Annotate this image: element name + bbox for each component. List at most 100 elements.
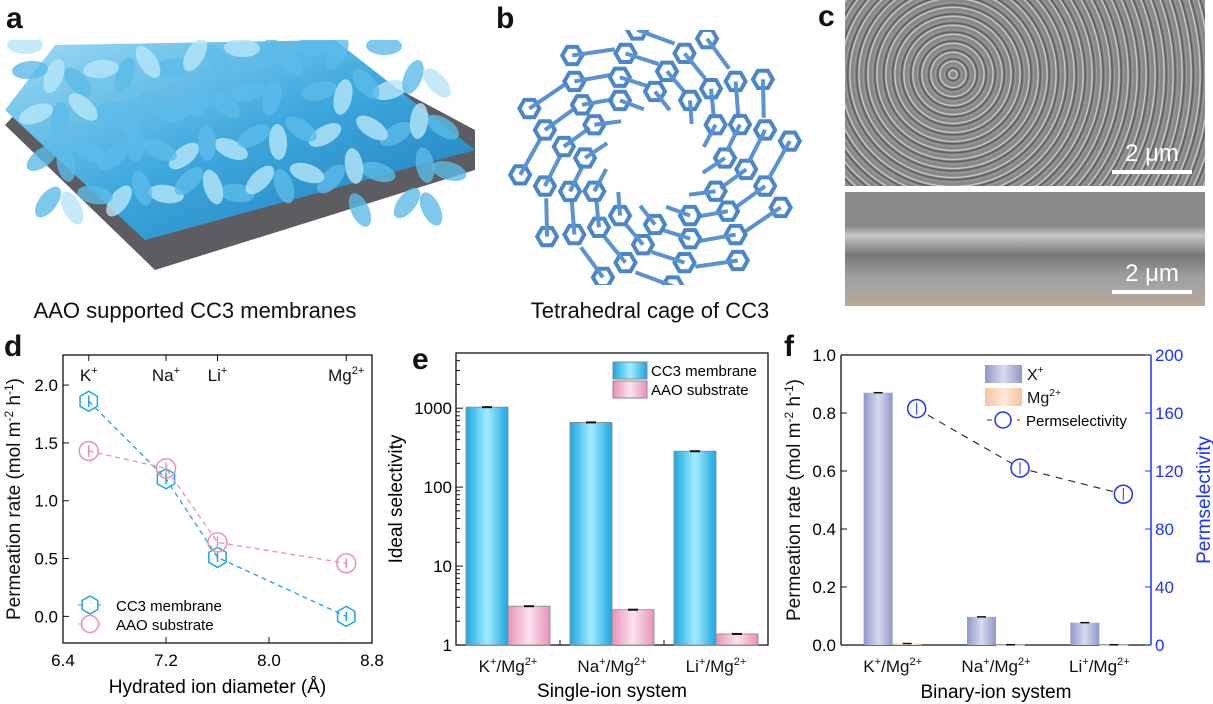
x-tick-label: 7.2 bbox=[154, 651, 178, 670]
benzene-ring bbox=[517, 97, 542, 120]
bar bbox=[1070, 622, 1100, 645]
membrane-flake bbox=[43, 58, 65, 94]
legend-marker bbox=[81, 595, 99, 615]
panel-label-a: a bbox=[6, 2, 23, 35]
x-axis-label: Hydrated ion diameter (Å) bbox=[109, 677, 327, 698]
membrane-flake bbox=[83, 59, 119, 79]
panel-label-c: c bbox=[818, 0, 835, 33]
legend-swatch bbox=[985, 365, 1022, 383]
benzene-ring bbox=[661, 275, 685, 285]
bond bbox=[724, 123, 742, 153]
benzene-ring bbox=[624, 30, 650, 41]
panel-label-b: b bbox=[496, 2, 515, 35]
bond bbox=[733, 184, 767, 210]
y-axis-label: Ideal selectivity bbox=[386, 434, 407, 563]
y-right-tick-label: 0 bbox=[1155, 636, 1164, 655]
y-tick-label: 1.5 bbox=[34, 434, 58, 453]
bond bbox=[719, 167, 748, 190]
membrane-flake bbox=[352, 69, 380, 99]
membrane-flake bbox=[50, 102, 70, 138]
bond bbox=[688, 189, 716, 197]
bond bbox=[603, 236, 628, 264]
membrane-flake bbox=[366, 40, 402, 56]
bond bbox=[688, 100, 694, 125]
benzene-ring bbox=[559, 44, 585, 67]
caption-a: AAO supported CC3 membranes bbox=[33, 298, 357, 323]
membrane-flake bbox=[89, 102, 125, 124]
bond bbox=[619, 98, 645, 112]
membrane-flake bbox=[77, 185, 113, 205]
ion-label: Li+​ bbox=[208, 365, 228, 385]
y-tick-label: 1.0 bbox=[812, 346, 836, 365]
panel-label-f: f bbox=[784, 330, 794, 363]
x-tick-label: K+​/Mg2+​ bbox=[863, 656, 922, 676]
y-tick-label: 0.6 bbox=[812, 462, 836, 481]
bond bbox=[571, 47, 616, 58]
y-tick-label: 0.0 bbox=[34, 607, 58, 626]
benzene-ring bbox=[777, 130, 803, 152]
membrane-flake bbox=[431, 161, 467, 181]
benzene-ring bbox=[582, 114, 607, 136]
panel-label-e: e bbox=[412, 343, 429, 376]
legend-label: CC3 membrane bbox=[116, 598, 222, 615]
y-tick-label: 0.5 bbox=[34, 550, 58, 569]
scale-bar-bottom: 2 μm bbox=[1112, 260, 1192, 294]
data-point-hexagon bbox=[208, 546, 227, 569]
membrane-flake bbox=[97, 143, 129, 171]
membrane-flake bbox=[12, 60, 48, 80]
membrane-flake bbox=[301, 81, 337, 101]
membrane-flake bbox=[72, 139, 106, 163]
y-tick-label: 0.2 bbox=[812, 578, 836, 597]
benzene-ring bbox=[642, 213, 668, 236]
data-point-circle bbox=[336, 552, 357, 574]
benzene-ring bbox=[562, 70, 587, 93]
y-right-tick-label: 80 bbox=[1155, 520, 1174, 539]
benzene-ring bbox=[752, 119, 778, 141]
bond bbox=[562, 126, 591, 149]
bond bbox=[518, 137, 543, 176]
benzene-ring bbox=[613, 251, 638, 274]
membrane-flake bbox=[285, 116, 317, 142]
bond bbox=[665, 204, 691, 218]
bar bbox=[967, 616, 996, 645]
membrane-flake bbox=[325, 40, 349, 70]
bond bbox=[528, 82, 567, 111]
bond bbox=[568, 163, 586, 193]
membrane-flake bbox=[210, 91, 240, 119]
membrane-flake bbox=[289, 162, 325, 184]
bond bbox=[709, 88, 716, 117]
membrane-flake bbox=[295, 40, 331, 57]
bar bbox=[507, 605, 551, 646]
x-tick-label: Li+​/Mg2+​ bbox=[1069, 656, 1130, 676]
bond bbox=[650, 250, 686, 265]
membrane-flake bbox=[245, 165, 275, 195]
bond bbox=[733, 81, 741, 115]
membrane-flake bbox=[197, 125, 217, 161]
benzene-ring bbox=[672, 251, 697, 274]
legend-marker bbox=[80, 614, 100, 634]
data-point-circle bbox=[78, 440, 99, 462]
membrane-flake bbox=[379, 121, 413, 147]
x-tick-label: K+​/Mg2+​ bbox=[479, 656, 538, 676]
bond bbox=[682, 52, 707, 80]
membrane-flake bbox=[344, 148, 364, 184]
bond bbox=[579, 246, 605, 279]
membrane-flake bbox=[277, 44, 303, 76]
sem-top-view bbox=[845, 0, 1205, 186]
membrane-flake bbox=[348, 193, 372, 227]
y-tick-label: 100 bbox=[424, 478, 452, 497]
membrane-flake bbox=[183, 40, 207, 72]
bar bbox=[715, 633, 759, 646]
bar bbox=[465, 406, 509, 646]
benzene-ring bbox=[569, 94, 595, 116]
benzene-ring bbox=[630, 233, 656, 256]
y-axis-label: Permeation rate (mol m-2 h-1) bbox=[782, 379, 805, 621]
benzene-ring bbox=[562, 223, 587, 246]
cc3-cage-structure bbox=[507, 30, 803, 285]
legend-swatch bbox=[985, 388, 1022, 406]
bond bbox=[743, 205, 782, 234]
bond bbox=[636, 30, 676, 46]
benzene-ring bbox=[677, 89, 703, 112]
